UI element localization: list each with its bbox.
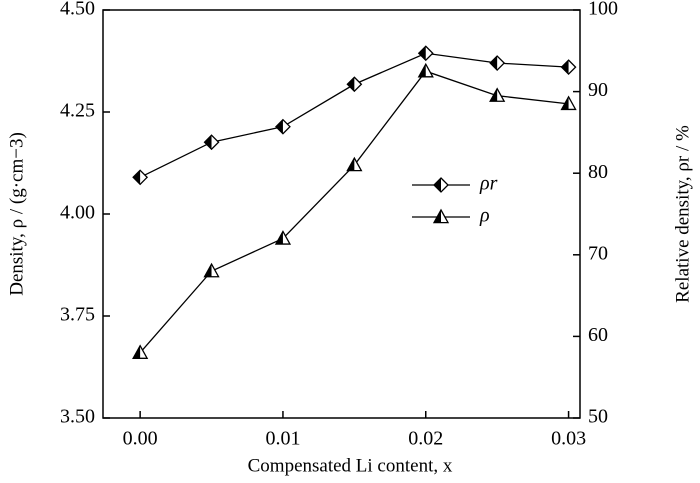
triangle-marker (417, 62, 434, 78)
marker-half (418, 46, 426, 61)
triangle-marker (432, 208, 450, 224)
triangle-marker (274, 230, 292, 245)
marker-half (434, 178, 441, 192)
legend-label: ρ (479, 205, 490, 227)
marker-half (204, 264, 212, 277)
marker-half (133, 345, 141, 359)
marker-half (275, 119, 283, 134)
diamond-marker (433, 177, 449, 193)
x-tick-label: 0.02 (408, 428, 443, 450)
legend-label: ρr (479, 173, 498, 195)
marker-half (347, 77, 355, 92)
marker-half (133, 170, 141, 185)
triangle-marker (489, 87, 506, 102)
diamond-marker (203, 134, 220, 151)
triangle-marker (560, 95, 577, 111)
diamond-marker (417, 45, 434, 62)
y-axis-title: Density, ρ / (g·cm−3) (6, 132, 27, 296)
marker-half (490, 88, 498, 102)
diamond-marker (560, 59, 577, 76)
y-tick-label: 4.50 (60, 0, 95, 20)
y2-tick-label: 100 (588, 0, 618, 20)
diamond-marker (346, 76, 363, 93)
marker-half (347, 158, 355, 171)
series-line (139, 70, 569, 354)
y2-tick-label: 90 (588, 79, 608, 101)
y2-tick-label: 60 (588, 324, 608, 346)
diamond-marker (132, 169, 149, 186)
y-tick-label: 4.00 (60, 202, 95, 224)
y2-tick-label: 80 (588, 161, 608, 183)
x-tick-label: 0.00 (123, 428, 158, 450)
y-tick-label: 3.50 (60, 406, 95, 428)
marker-half (434, 210, 441, 223)
y-tick-label: 4.25 (60, 100, 95, 122)
marker-half (561, 96, 569, 110)
x-axis-title: Compensated Li content, x (248, 455, 453, 476)
marker-half (561, 60, 569, 75)
y2-tick-label: 70 (588, 242, 608, 264)
plot-frame (102, 9, 581, 419)
y2-tick-label: 50 (588, 406, 608, 428)
marker-half (204, 135, 212, 150)
diamond-marker (275, 118, 291, 135)
diamond-marker (489, 55, 506, 71)
marker-half (490, 56, 498, 71)
x-tick-label: 0.03 (551, 428, 586, 450)
triangle-marker (346, 156, 363, 172)
y2-axis-title: Relative density, ρr / % (672, 125, 693, 303)
triangle-marker (203, 262, 220, 278)
marker-half (275, 231, 283, 245)
marker-half (418, 64, 426, 77)
x-tick-label: 0.01 (265, 428, 300, 450)
triangle-marker (132, 344, 149, 359)
y-tick-label: 3.75 (60, 304, 95, 326)
